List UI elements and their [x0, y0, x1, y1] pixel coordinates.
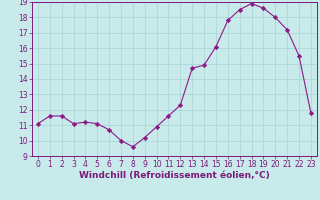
- X-axis label: Windchill (Refroidissement éolien,°C): Windchill (Refroidissement éolien,°C): [79, 171, 270, 180]
